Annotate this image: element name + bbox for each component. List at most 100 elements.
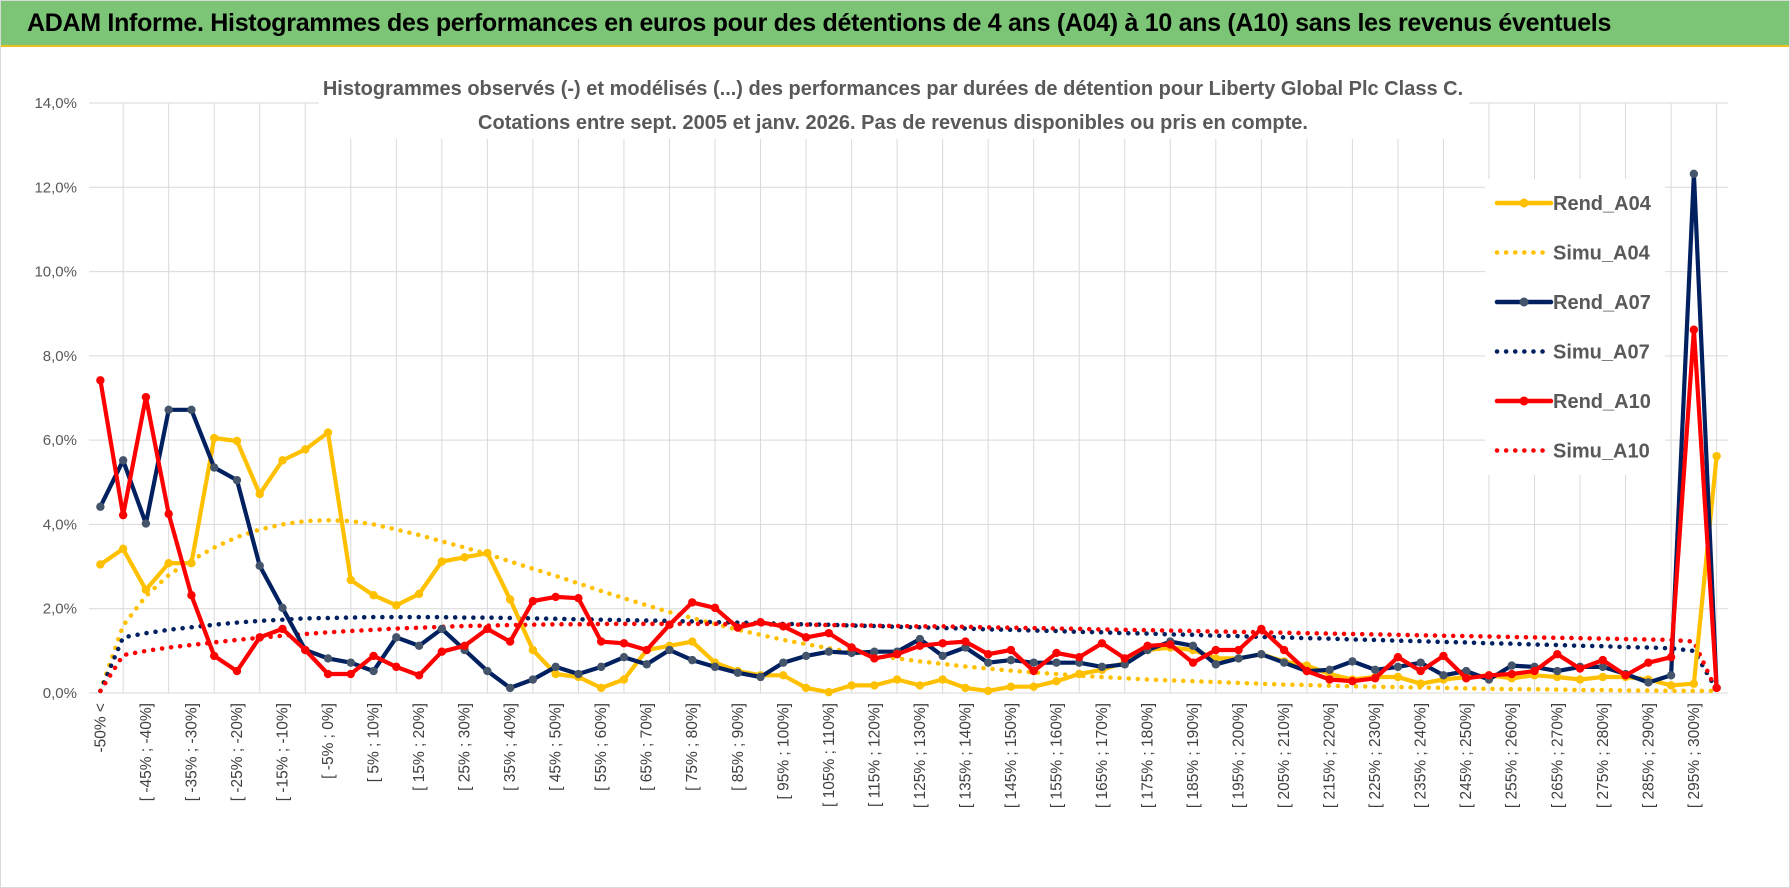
data-point	[164, 509, 173, 519]
data-point	[164, 405, 173, 414]
data-point	[346, 575, 355, 585]
x-tick-label: [ 235% ; 240%]	[1413, 703, 1430, 808]
data-point	[1507, 661, 1516, 670]
data-point	[1553, 672, 1562, 682]
data-point	[1644, 658, 1653, 667]
data-point	[255, 561, 264, 570]
legend-label: Rend_A07	[1553, 292, 1651, 314]
data-point	[1075, 652, 1084, 662]
data-point	[1006, 682, 1016, 691]
data-point	[665, 620, 674, 629]
data-point	[1507, 669, 1516, 679]
data-point	[1666, 681, 1676, 690]
data-point	[710, 603, 720, 613]
data-point	[1052, 677, 1061, 686]
legend-label: Rend_A10	[1553, 391, 1651, 413]
legend-label: Simu_A10	[1553, 441, 1650, 463]
data-point	[1553, 650, 1562, 659]
data-point	[1143, 641, 1152, 650]
data-point	[551, 592, 560, 602]
legend-background	[1485, 179, 1665, 475]
data-point	[1462, 666, 1471, 676]
series-line-simu-a10	[98, 621, 1719, 694]
data-point	[1575, 675, 1585, 684]
data-point	[961, 683, 970, 693]
data-point	[323, 669, 333, 679]
data-point	[847, 681, 856, 690]
data-point	[1006, 645, 1016, 655]
data-point	[96, 560, 105, 569]
x-tick-label: [ 255% ; 260%]	[1504, 703, 1521, 808]
data-point	[710, 662, 720, 672]
series-line-simu-a07	[98, 614, 1719, 694]
data-point	[983, 658, 993, 667]
data-point	[483, 548, 492, 558]
data-point	[870, 654, 879, 663]
data-point	[232, 666, 242, 676]
data-point	[1712, 683, 1721, 693]
data-point	[1257, 650, 1266, 659]
x-tick-label: [ 15% ; 20%]	[411, 703, 428, 791]
data-point	[96, 502, 105, 511]
data-point	[187, 405, 196, 414]
data-point	[369, 591, 378, 600]
data-point	[141, 392, 151, 402]
data-point	[483, 624, 492, 634]
x-tick-label: [ 5% ; 10%]	[366, 703, 383, 782]
x-tick-label: [ 85% ; 90%]	[730, 703, 747, 791]
x-tick-label: [ 95% ; 100%]	[775, 703, 792, 800]
data-point	[1029, 682, 1038, 691]
data-point	[323, 428, 333, 437]
data-point	[1006, 655, 1016, 665]
data-point	[688, 637, 697, 646]
data-point	[961, 643, 970, 652]
data-point	[1302, 666, 1312, 676]
data-point	[596, 662, 606, 672]
data-point	[255, 489, 264, 499]
data-point	[187, 559, 196, 568]
data-point	[938, 675, 947, 684]
data-point	[1370, 665, 1380, 675]
data-point	[1097, 639, 1107, 648]
data-point	[1257, 624, 1266, 634]
data-point	[392, 633, 401, 642]
data-point	[369, 666, 378, 676]
data-point	[619, 675, 629, 684]
x-tick-label: [ 215% ; 220%]	[1322, 703, 1339, 808]
x-tick-label: [ 145% ; 150%]	[1003, 703, 1020, 808]
data-point	[1075, 669, 1084, 679]
data-point	[824, 628, 834, 638]
x-tick-label: [ 25% ; 30%]	[457, 703, 474, 791]
data-point	[779, 622, 788, 631]
data-point	[847, 643, 856, 652]
x-tick-label: [ 65% ; 70%]	[639, 703, 656, 791]
x-tick-label: [ 45% ; 50%]	[548, 703, 565, 791]
series-line-simu-a04	[98, 517, 1719, 694]
data-point	[1348, 677, 1357, 686]
data-point	[574, 593, 583, 603]
data-point	[437, 647, 447, 656]
data-point	[756, 618, 765, 627]
x-tick-label: [ 195% ; 200%]	[1231, 703, 1248, 808]
x-tick-label: [ -35% ; -30%]	[183, 703, 200, 801]
data-point	[437, 557, 447, 566]
data-point	[824, 687, 834, 697]
data-point	[938, 651, 947, 661]
data-point	[733, 668, 742, 677]
data-point	[756, 672, 765, 682]
data-point	[551, 669, 560, 679]
data-point	[1575, 664, 1585, 673]
data-point	[596, 683, 606, 693]
data-point	[369, 651, 378, 661]
data-point	[1484, 671, 1494, 680]
x-tick-label: [ 105% ; 110%]	[821, 703, 838, 807]
data-point	[118, 544, 128, 554]
x-tick-label: [ 155% ; 160%]	[1048, 703, 1065, 808]
x-tick-label: [ 75% ; 80%]	[684, 703, 701, 791]
x-tick-label: [ 265% ; 270%]	[1549, 703, 1566, 808]
data-point	[870, 647, 879, 656]
chart-subtitle: Cotations entre sept. 2005 et janv. 2026…	[478, 112, 1308, 134]
data-point	[1393, 672, 1403, 682]
